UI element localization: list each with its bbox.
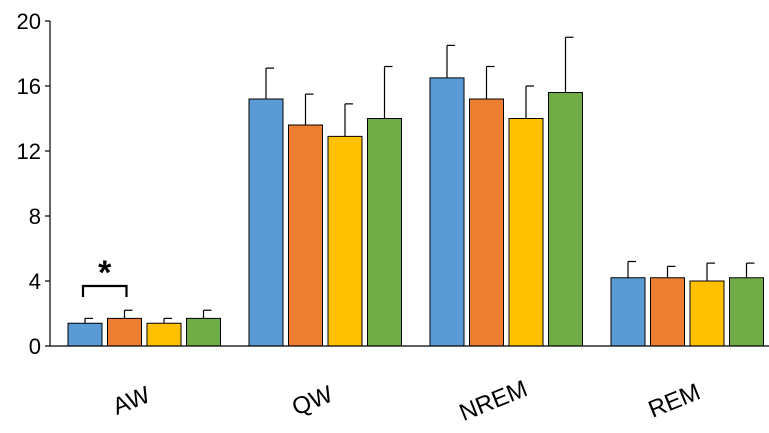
bar-rem-1 — [610, 277, 646, 347]
significance-marker: * — [98, 254, 112, 292]
x-category-label-nrem: NREM — [456, 375, 532, 427]
x-category-label-aw: AW — [109, 381, 154, 420]
bar-aw-3 — [146, 322, 182, 347]
bar-aw-1 — [67, 322, 103, 347]
bars-layer — [67, 77, 764, 347]
y-tick-label-16: 16 — [17, 74, 41, 99]
bar-qw-2 — [288, 124, 323, 347]
bar-rem-3 — [689, 280, 725, 347]
y-tick-label-4: 4 — [29, 269, 41, 294]
error-bars-layer — [84, 36, 755, 324]
bar-nrem-3 — [508, 118, 544, 347]
bar-rem-4 — [729, 277, 764, 347]
bar-nrem-1 — [429, 77, 465, 347]
significance-bracket — [81, 284, 128, 297]
y-tick-label-20: 20 — [17, 9, 41, 34]
x-category-label-qw: QW — [288, 381, 337, 422]
bar-nrem-2 — [469, 98, 504, 347]
bar-qw-4 — [367, 118, 402, 347]
y-tick-label-8: 8 — [29, 204, 41, 229]
y-tick-label-12: 12 — [17, 139, 41, 164]
bar-rem-2 — [650, 277, 685, 347]
bar-nrem-4 — [548, 92, 583, 347]
y-tick-label-0: 0 — [29, 334, 41, 359]
x-category-label-rem: REM — [645, 379, 705, 424]
bar-aw-4 — [186, 317, 221, 347]
bar-aw-2 — [107, 317, 142, 347]
bar-qw-1 — [248, 98, 284, 347]
bar-qw-3 — [327, 135, 363, 347]
annotations-layer: * — [81, 254, 128, 297]
axes — [45, 20, 769, 347]
